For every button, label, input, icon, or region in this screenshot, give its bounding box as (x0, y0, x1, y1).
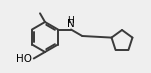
Text: HO: HO (16, 54, 32, 64)
Text: N: N (67, 19, 75, 29)
Text: H: H (68, 16, 74, 25)
